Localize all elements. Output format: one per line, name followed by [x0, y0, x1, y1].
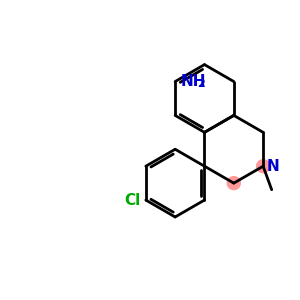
Text: N: N — [267, 159, 279, 174]
Circle shape — [227, 177, 240, 190]
Circle shape — [256, 160, 270, 173]
Text: NH: NH — [180, 74, 206, 89]
Text: 2: 2 — [197, 80, 205, 89]
Text: Cl: Cl — [124, 193, 140, 208]
